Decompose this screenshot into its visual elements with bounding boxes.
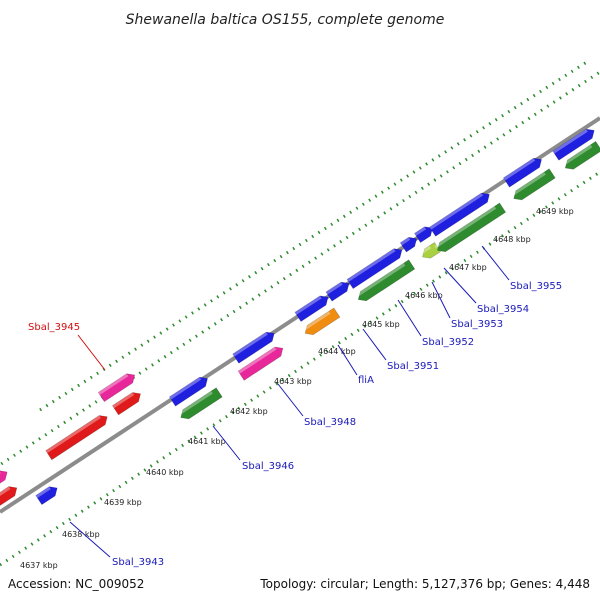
genome-summary-text: Topology: circular; Length: 5,127,376 bp… xyxy=(260,577,590,591)
svg-text:Sbal_3951: Sbal_3951 xyxy=(387,361,439,372)
svg-text:Sbal_3945: Sbal_3945 xyxy=(28,322,80,333)
cds-blue-3949 xyxy=(294,295,329,322)
gene-labels: Sbal_3943 Sbal_3945 Sbal_3946 Sbal_3948 fliA… xyxy=(28,245,562,568)
svg-text:Sbal_3953: Sbal_3953 xyxy=(451,319,503,330)
gene-label-sbal-3946: Sbal_3946 xyxy=(212,425,294,472)
gene-features xyxy=(0,128,600,508)
kbp-tick-label: 4649 kbp xyxy=(536,207,574,216)
cds-pink-3944 xyxy=(97,373,136,402)
kbp-tick-label: 4646 kbp xyxy=(405,291,443,300)
accession-text: Accession: NC_009052 xyxy=(8,577,145,591)
map-title: Shewanella baltica OS155, complete genom… xyxy=(126,12,445,28)
svg-text:Sbal_3946: Sbal_3946 xyxy=(242,461,294,472)
gene-label-sbal-3943: Sbal_3943 xyxy=(69,521,164,568)
cds-red-3945b xyxy=(112,392,141,416)
kbp-tick-label: 4643 kbp xyxy=(274,377,312,386)
kbp-tick-label: 4640 kbp xyxy=(146,468,184,477)
cds-blue-3955 xyxy=(429,192,490,237)
kbp-tick-label: 4639 kbp xyxy=(104,498,142,507)
gene-label-sbal-3955: Sbal_3955 xyxy=(481,245,562,292)
kbp-tick-label: 4637 kbp xyxy=(20,561,58,570)
gene-label-sbal-3951: Sbal_3951 xyxy=(362,328,439,372)
kbp-tick-label: 4638 kbp xyxy=(62,530,100,539)
gene-label-sbal-3952: Sbal_3952 xyxy=(397,299,474,348)
gene-label-sbal-3948: Sbal_3948 xyxy=(277,383,356,428)
cds-blue-3947 xyxy=(232,331,275,364)
gene-label-sbal-3954: Sbal_3954 xyxy=(443,267,529,315)
svg-text:Sbal_3955: Sbal_3955 xyxy=(510,281,562,292)
kbp-tick-label: 4641 kbp xyxy=(188,437,226,446)
svg-text:Sbal_3948: Sbal_3948 xyxy=(304,417,356,428)
cds-blue-3950 xyxy=(325,281,350,302)
gene-label-flia: fliA xyxy=(337,344,374,386)
cds-green-3955b xyxy=(434,202,507,253)
cds-blue-3953b xyxy=(414,226,433,243)
inner-dotted-track-upper xyxy=(0,70,600,467)
cds-red-edge xyxy=(0,486,18,508)
inner-dotted-track-lower xyxy=(0,170,600,567)
cds-blue-3953a xyxy=(399,236,418,253)
dotted-tick-tracks xyxy=(0,58,600,567)
cds-yellowgreen-3954 xyxy=(419,242,441,259)
cds-pink-3948 xyxy=(237,346,284,381)
gene-label-sbal-3945: Sbal_3945 xyxy=(28,322,106,371)
cds-blue-3943 xyxy=(35,486,58,506)
cds-blue-3956 xyxy=(503,157,542,188)
svg-text:fliA: fliA xyxy=(358,375,374,386)
kbp-ticks: 4637 kbp 4638 kbp 4639 kbp 4640 kbp 4641 kbp… xyxy=(20,207,574,570)
cds-green-3959 xyxy=(562,141,600,170)
kbp-tick-label: 4647 kbp xyxy=(449,263,487,272)
gene-label-sbal-3953: Sbal_3953 xyxy=(431,281,503,330)
cds-green-3952 xyxy=(355,259,416,302)
cds-green-3946b xyxy=(177,387,223,420)
kbp-tick-label: 4644 kbp xyxy=(318,347,356,356)
kbp-tick-label: 4642 kbp xyxy=(230,407,268,416)
cds-green-3957 xyxy=(510,168,556,201)
svg-text:Sbal_3954: Sbal_3954 xyxy=(477,304,529,315)
cds-orange-flia xyxy=(302,307,341,336)
kbp-tick-label: 4645 kbp xyxy=(362,320,400,329)
cds-pink-edge xyxy=(0,470,8,490)
svg-text:Sbal_3943: Sbal_3943 xyxy=(112,557,164,568)
cds-red-3945a xyxy=(45,415,108,461)
cds-blue-3946a xyxy=(169,376,208,407)
cds-blue-3958 xyxy=(552,128,595,161)
svg-text:Sbal_3952: Sbal_3952 xyxy=(422,337,474,348)
kbp-tick-label: 4648 kbp xyxy=(493,235,531,244)
cds-blue-3951 xyxy=(346,248,403,290)
